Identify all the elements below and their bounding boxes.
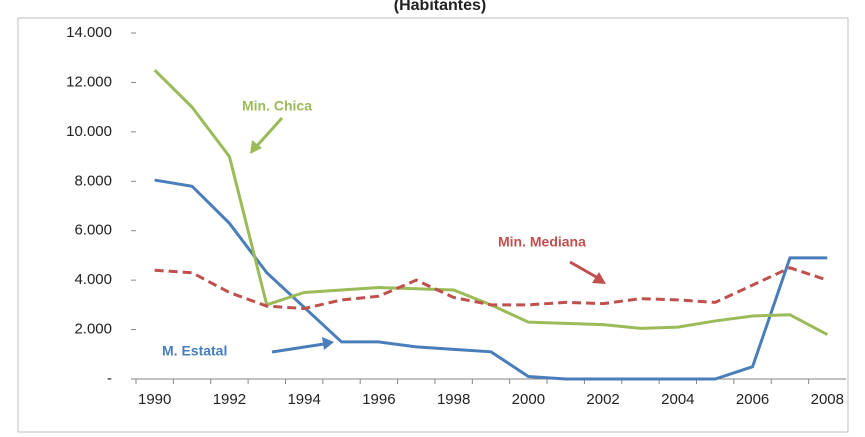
x-tick-label: 2006 (736, 391, 769, 408)
x-tick-label: 1994 (287, 391, 320, 408)
y-tick-label: 14.000 (66, 24, 112, 41)
x-tick-label: 1996 (362, 391, 395, 408)
series-line (154, 266, 828, 311)
y-tick-label: 4.000 (74, 271, 112, 288)
annotation-arrows (250, 116, 606, 354)
y-tick-label: 2.000 (74, 321, 112, 338)
arrow-head (250, 140, 262, 154)
arrow (271, 342, 325, 354)
series-label: M. Estatal (162, 343, 227, 359)
series-label: Min. Chica (242, 98, 312, 114)
x-tick-label: 2008 (811, 391, 844, 408)
arrow-head (592, 272, 606, 284)
y-tick-label: 6.000 (74, 222, 112, 239)
x-tick-label: 2002 (586, 391, 619, 408)
series-label: Min. Mediana (498, 234, 586, 250)
x-tick-label: 1990 (138, 391, 171, 408)
x-tick-label: 1992 (213, 391, 246, 408)
x-tick-label: 2004 (661, 391, 694, 408)
y-tick-label: 8.000 (74, 172, 112, 189)
chart-frame (17, 17, 849, 433)
arrow-head (322, 337, 334, 350)
y-tick-label: 10.000 (66, 123, 112, 140)
x-tick-label: 2000 (512, 391, 545, 408)
arrow (569, 260, 599, 280)
y-tick-label: - (107, 370, 112, 387)
y-tick-label: 12.000 (66, 73, 112, 90)
series-line (154, 178, 828, 381)
x-tick-label: 1998 (437, 391, 470, 408)
arrow (253, 116, 284, 150)
chart-title: (Habitantes) (394, 0, 486, 14)
